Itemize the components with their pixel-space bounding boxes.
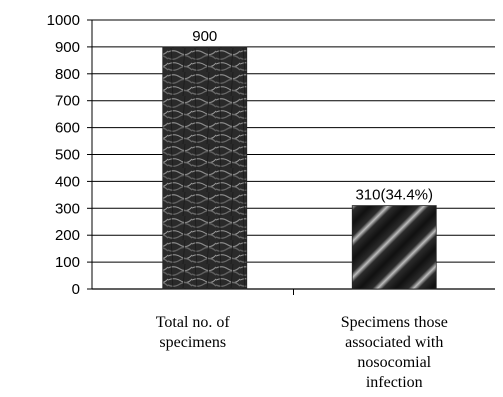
- x-category-label-line: Total no. of: [156, 314, 231, 331]
- y-tick-label: 800: [55, 66, 80, 83]
- x-category-label-line: specimens: [159, 334, 226, 351]
- data-label: 310(34.4%): [355, 187, 433, 204]
- bar: [162, 46, 248, 290]
- y-tick-label: 0: [72, 281, 80, 298]
- y-tick-label: 300: [55, 200, 80, 217]
- x-category-label: Total no. of specimens: [156, 314, 231, 351]
- y-tick-label: 500: [55, 147, 80, 164]
- x-category-label-line: nosocomial: [357, 354, 431, 371]
- x-category-label-line: infection: [366, 374, 423, 391]
- y-tick-label: 100: [55, 254, 80, 271]
- data-label: 900: [192, 28, 217, 45]
- y-tick-label: 400: [55, 173, 80, 190]
- y-tick-label: 900: [55, 39, 80, 56]
- y-tick-label: 600: [55, 120, 80, 137]
- labels: 0 100 200 300 400 500 600 700 800 900 1000 900 Total…: [47, 12, 448, 391]
- y-tick-label: 1000: [47, 12, 80, 29]
- bar: [351, 205, 437, 290]
- grid-lines: [92, 19, 495, 263]
- x-category-label: Specimens those associated with nosocomial…: [341, 314, 448, 391]
- y-tick-label: 200: [55, 227, 80, 244]
- y-tick-label: 700: [55, 93, 80, 110]
- x-category-label-line: Specimens those: [341, 314, 448, 331]
- bars: [162, 46, 437, 290]
- x-category-label-line: associated with: [345, 334, 443, 351]
